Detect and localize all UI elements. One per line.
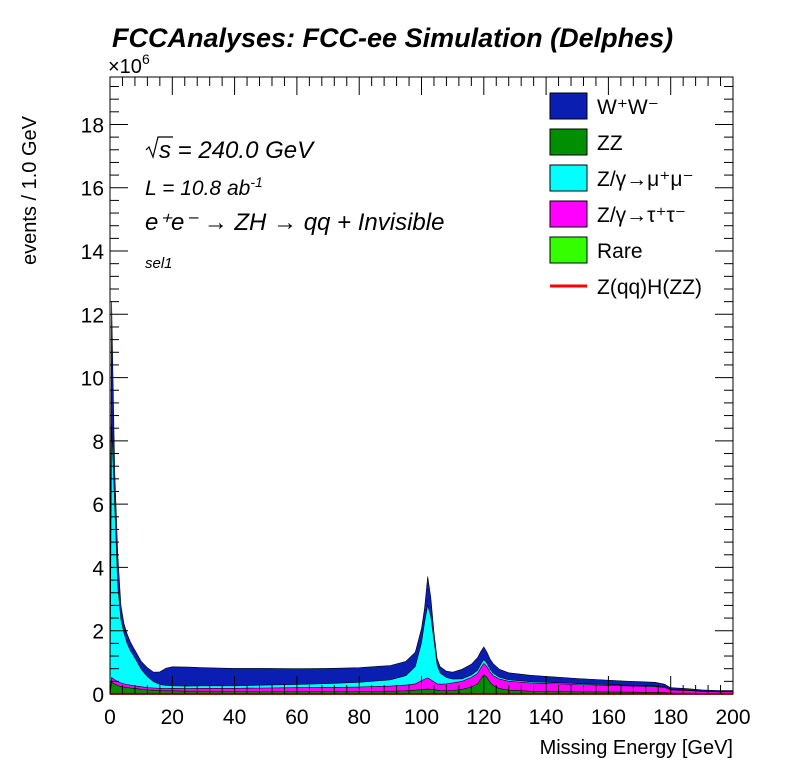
- annotation-block: s = 240.0 GeV L = 10.8 ab-1 e⁺e⁻ → ZH → …: [145, 136, 444, 272]
- x-tick-label: 140: [529, 706, 564, 729]
- y-tick-label: 4: [92, 557, 104, 580]
- area-z: [109, 424, 734, 695]
- x-tick-label: 180: [653, 706, 688, 729]
- x-axis-label: Missing Energy [GeV]: [540, 737, 733, 759]
- legend-swatch: [549, 200, 588, 228]
- x-tick-label: 20: [161, 706, 184, 729]
- legend-label: Z/γ→τ⁺τ⁻: [597, 204, 686, 227]
- legend: W⁺W⁻ ZZ Z/γ→μ⁺μ⁻ Z/γ→τ⁺τ⁻ Rare Z(qq)H(ZZ): [549, 92, 702, 299]
- x-axis: 0 20 40 60 80 100 120 140 160 180 200: [104, 77, 751, 729]
- y-tick-label: 10: [81, 368, 104, 391]
- sqrt-symbol: [145, 136, 173, 159]
- area-z: [109, 662, 734, 695]
- y-tick-label: 18: [81, 114, 104, 137]
- y-tick-label: 6: [92, 494, 104, 517]
- y-tick-label: 8: [92, 431, 104, 454]
- x-tick-label: 60: [285, 706, 308, 729]
- x-tick-label: 160: [591, 706, 626, 729]
- y-axis: 0 2 4 6 8 10 12 14 16 18: [81, 85, 733, 707]
- x-tick-label: 80: [348, 706, 371, 729]
- x-tick-label: 100: [404, 706, 439, 729]
- legend-swatch: [549, 236, 588, 264]
- chart-title: FCCAnalyses: FCC-ee Simulation (Delphes): [112, 23, 673, 53]
- x-tick-label: 0: [104, 706, 116, 729]
- legend-label: Z/γ→μ⁺μ⁻: [597, 168, 694, 191]
- y-tick-label: 0: [92, 684, 104, 707]
- area-ww: [109, 300, 734, 695]
- y-tick-label: 14: [81, 241, 105, 264]
- y-tick-label: 2: [92, 621, 104, 644]
- legend-swatch: [549, 128, 588, 156]
- x-tick-label: 40: [223, 706, 246, 729]
- legend-label: Z(qq)H(ZZ): [597, 276, 702, 299]
- legend-swatch: [549, 92, 588, 120]
- y-multiplier: ×106: [108, 51, 150, 78]
- legend-label: ZZ: [597, 132, 623, 155]
- legend-label: Rare: [597, 240, 643, 263]
- sqrt-s-label: s = 240.0 GeV: [159, 137, 315, 164]
- stacked-histogram: [109, 300, 734, 695]
- y-axis-label: events / 1.0 GeV: [19, 115, 41, 265]
- x-tick-label: 200: [715, 706, 750, 729]
- selection-label: sel1: [145, 255, 173, 272]
- luminosity-label: L = 10.8 ab-1: [145, 174, 263, 200]
- y-tick-label: 16: [81, 178, 104, 201]
- y-tick-label: 12: [81, 304, 104, 327]
- process-label: e⁺e⁻ → ZH → qq + Invisible: [145, 209, 444, 236]
- legend-label: W⁺W⁻: [597, 96, 659, 119]
- legend-swatch: [549, 164, 588, 192]
- x-tick-label: 120: [466, 706, 501, 729]
